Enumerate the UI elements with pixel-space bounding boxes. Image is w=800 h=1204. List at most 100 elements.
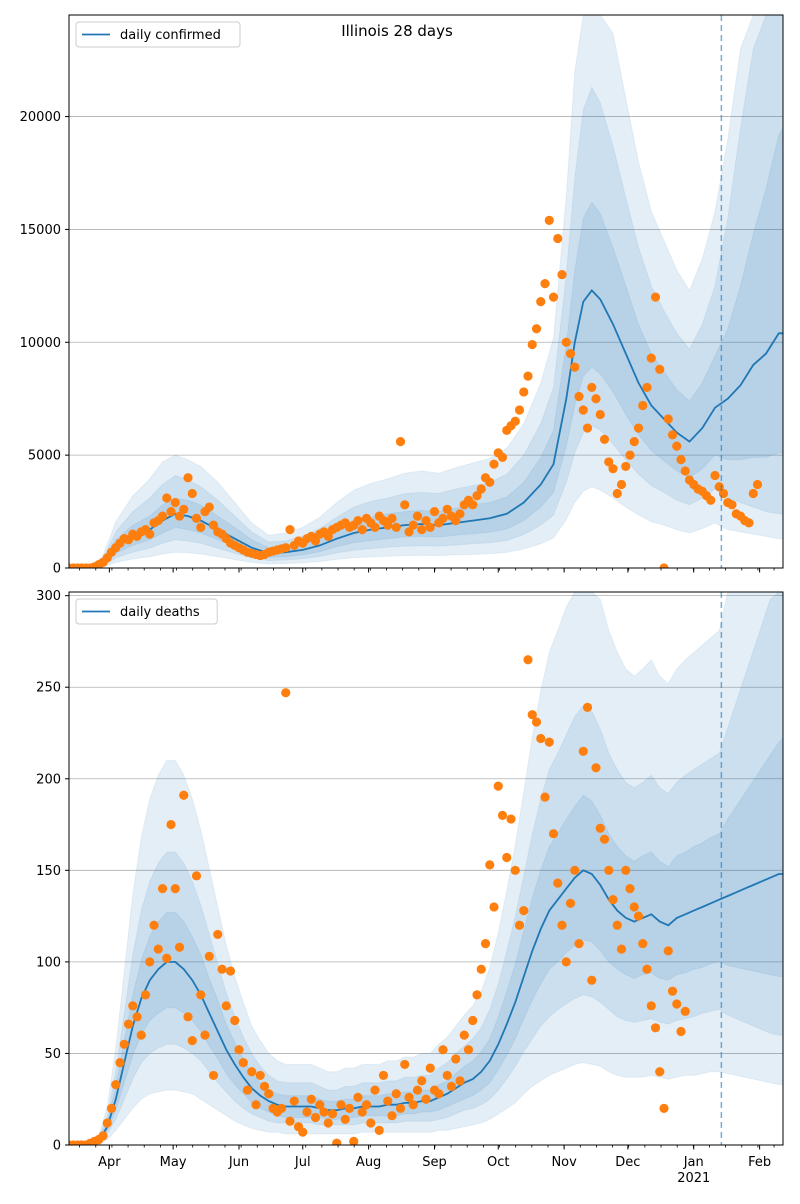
deaths-data-point [531,717,542,727]
deaths-data-point [200,1030,210,1040]
confirmed-data-point [621,461,631,472]
deaths-data-point [149,920,159,930]
confirmed-data-point [387,513,397,523]
x-tick-label: Nov [551,1155,577,1170]
confirmed-data-point [310,536,321,546]
deaths-data-point [298,1127,308,1137]
deaths-data-point [595,823,605,833]
deaths-data-point [217,964,227,974]
deaths-data-point [408,1100,418,1110]
confirmed-data-point [412,511,423,521]
deaths-data-point [123,1019,134,1029]
deaths-data-point [225,966,236,976]
confirmed-ci80-band [69,15,783,568]
x-tick-label: Feb [748,1155,771,1170]
deaths-data-point [166,819,176,830]
legend-box [75,21,241,48]
confirmed-data-point [536,297,546,307]
deaths-data-point [633,911,644,921]
confirmed-data-point [421,516,431,526]
confirmed-data-point [570,362,580,372]
deaths-data-point [128,1001,138,1011]
deaths-data-point [451,1054,461,1064]
deaths-data-point [213,929,223,940]
deaths-data-point [599,834,610,844]
deaths-data-point [459,1030,469,1040]
confirmed-data-point [557,269,567,280]
deaths-data-point [340,1114,350,1124]
confirmed-data-point [489,459,499,469]
confirmed-data-point [370,522,380,532]
deaths-data-point [612,920,622,930]
confirmed-data-point [514,405,525,415]
confirmed-data-point [191,513,202,523]
legend-box [75,598,218,625]
confirmed-data-point [208,520,219,530]
deaths-data-point [425,1063,435,1073]
y-tick-label: 5000 [28,449,61,464]
confirmed-data-point [162,493,172,503]
confirmed-data-point [179,504,189,514]
deaths-data-point [183,1012,193,1022]
deaths-data-point [502,852,512,863]
deaths-data-point [153,944,163,954]
deaths-data-point [119,1039,129,1049]
confirmed-data-point [574,391,584,402]
confirmed-data-point [383,520,393,530]
deaths-data-point [412,1085,423,1095]
deaths-data-point [327,1109,338,1119]
x-tick-label: Apr [98,1155,121,1170]
deaths-data-point [204,951,214,961]
confirmed-data-point [591,394,601,404]
confirmed-data-point [633,423,644,433]
deaths-data-point [523,655,533,665]
deaths-data-point [655,1067,665,1077]
deaths-data-point [387,1111,397,1121]
deaths-data-point [468,1015,478,1026]
confirmed-data-point [629,437,639,447]
x-tick-label: Aug [356,1155,381,1170]
confirmed-data-point [391,522,401,532]
y-tick-label: 0 [53,1139,61,1154]
deaths-data-point [187,1036,197,1046]
confirmed-data-point [744,518,754,528]
confirmed-data-point [646,353,656,363]
deaths-data-point [510,865,520,875]
deaths-data-point [140,990,151,1000]
deaths-data-point [383,1096,393,1106]
confirmed-data-point [497,452,508,462]
confirmed-data-point [676,455,686,465]
deaths-data-point [421,1094,431,1104]
deaths-data-point [255,1070,265,1081]
confirmed-data-point [540,279,550,289]
confirmed-plot-area [69,15,783,568]
confirmed-data-point [667,430,678,440]
deaths-data-point [497,810,508,820]
deaths-data-point [570,865,580,875]
confirmed-data-point [519,387,529,397]
confirmed-data-point [553,233,563,244]
axes-frame [68,591,784,1146]
deaths-data-point [336,1100,346,1110]
deaths-data-point [442,1070,452,1081]
confirmed-data-point [706,495,716,505]
deaths-data-point [476,964,486,974]
y-tick-label: 15000 [20,223,61,238]
legend-label: daily confirmed [120,28,221,43]
deaths-data-point [582,702,593,712]
deaths-data-point [527,710,537,720]
deaths-data-point [264,1089,274,1099]
confirmed-data-point [595,409,605,420]
deaths-data-point [676,1026,686,1037]
deaths-data-point [306,1094,316,1104]
deaths-data-point [642,964,652,974]
y-tick-label: 250 [36,681,61,696]
deaths-data-point [332,1138,342,1145]
deaths-data-point [344,1103,355,1113]
deaths-legend: daily deaths [75,598,218,625]
y-tick-label: 20000 [20,110,61,125]
deaths-data-point [519,906,529,916]
confirmed-data-point [599,434,610,444]
x-tick-label: Jul [294,1155,311,1170]
